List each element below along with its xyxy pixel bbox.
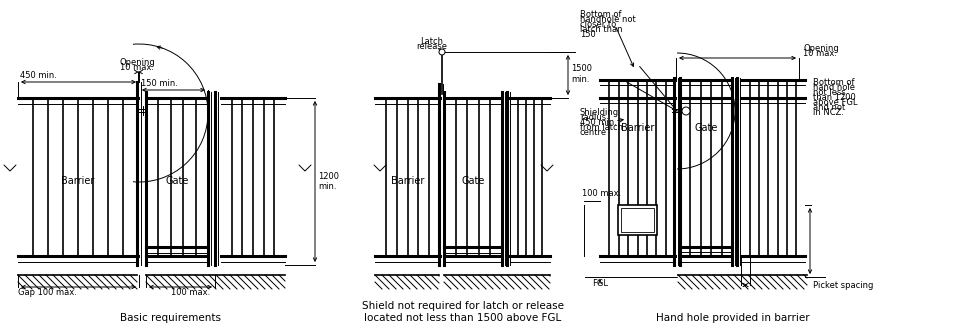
Text: Gate: Gate xyxy=(695,123,718,133)
Text: Gap 100 max.: Gap 100 max. xyxy=(18,288,77,297)
Text: Shielding: Shielding xyxy=(580,108,619,117)
Text: Latch: Latch xyxy=(420,37,443,46)
Polygon shape xyxy=(444,275,550,289)
Text: 150 min.: 150 min. xyxy=(141,79,178,88)
Text: Bottom of: Bottom of xyxy=(813,78,855,87)
Text: 1200
min.: 1200 min. xyxy=(318,172,339,191)
Text: Barrier: Barrier xyxy=(621,123,654,133)
Text: above FGL: above FGL xyxy=(813,98,858,107)
Polygon shape xyxy=(146,275,285,289)
Bar xyxy=(621,208,654,232)
Text: 450 min.: 450 min. xyxy=(19,71,56,80)
Text: Shield not required for latch or release
located not less than 1500 above FGL: Shield not required for latch or release… xyxy=(361,301,563,323)
Text: hand hole: hand hole xyxy=(813,83,855,92)
Bar xyxy=(618,205,657,235)
Text: Hand hole provided in barrier: Hand hole provided in barrier xyxy=(656,313,810,323)
Polygon shape xyxy=(678,275,807,289)
Circle shape xyxy=(682,107,690,115)
Text: FGL: FGL xyxy=(592,279,608,288)
Polygon shape xyxy=(375,275,439,289)
Text: Barrier: Barrier xyxy=(61,176,95,186)
Circle shape xyxy=(439,49,445,55)
Text: and not: and not xyxy=(813,103,845,112)
Text: Barrier: Barrier xyxy=(391,176,424,186)
Text: Opening: Opening xyxy=(120,58,156,67)
Text: Opening: Opening xyxy=(803,44,838,53)
Text: Basic requirements: Basic requirements xyxy=(120,313,220,323)
Text: Gate: Gate xyxy=(462,176,485,186)
Text: Bottom of: Bottom of xyxy=(580,10,621,19)
Text: in NCZ.: in NCZ. xyxy=(813,108,844,117)
Text: radius: radius xyxy=(580,113,606,122)
Text: 10 max.: 10 max. xyxy=(803,49,837,58)
Text: closer to: closer to xyxy=(580,20,616,29)
Text: 450 min.: 450 min. xyxy=(580,118,617,127)
Text: than 1200: than 1200 xyxy=(813,93,856,102)
Text: Picket spacing: Picket spacing xyxy=(813,280,873,289)
Text: 100 max.: 100 max. xyxy=(582,189,621,198)
Text: 150: 150 xyxy=(580,30,596,39)
Text: release: release xyxy=(416,42,447,51)
Text: 1500
min.: 1500 min. xyxy=(571,64,592,84)
Text: from latch: from latch xyxy=(580,123,623,132)
Text: centre: centre xyxy=(580,128,607,137)
Text: latch than: latch than xyxy=(580,25,622,34)
Text: Gate: Gate xyxy=(165,176,188,186)
Text: not less: not less xyxy=(813,88,846,97)
Text: 10 max.: 10 max. xyxy=(120,63,154,72)
Text: 100 max.: 100 max. xyxy=(171,288,211,297)
Text: handhole not: handhole not xyxy=(580,15,636,24)
Polygon shape xyxy=(18,275,137,289)
